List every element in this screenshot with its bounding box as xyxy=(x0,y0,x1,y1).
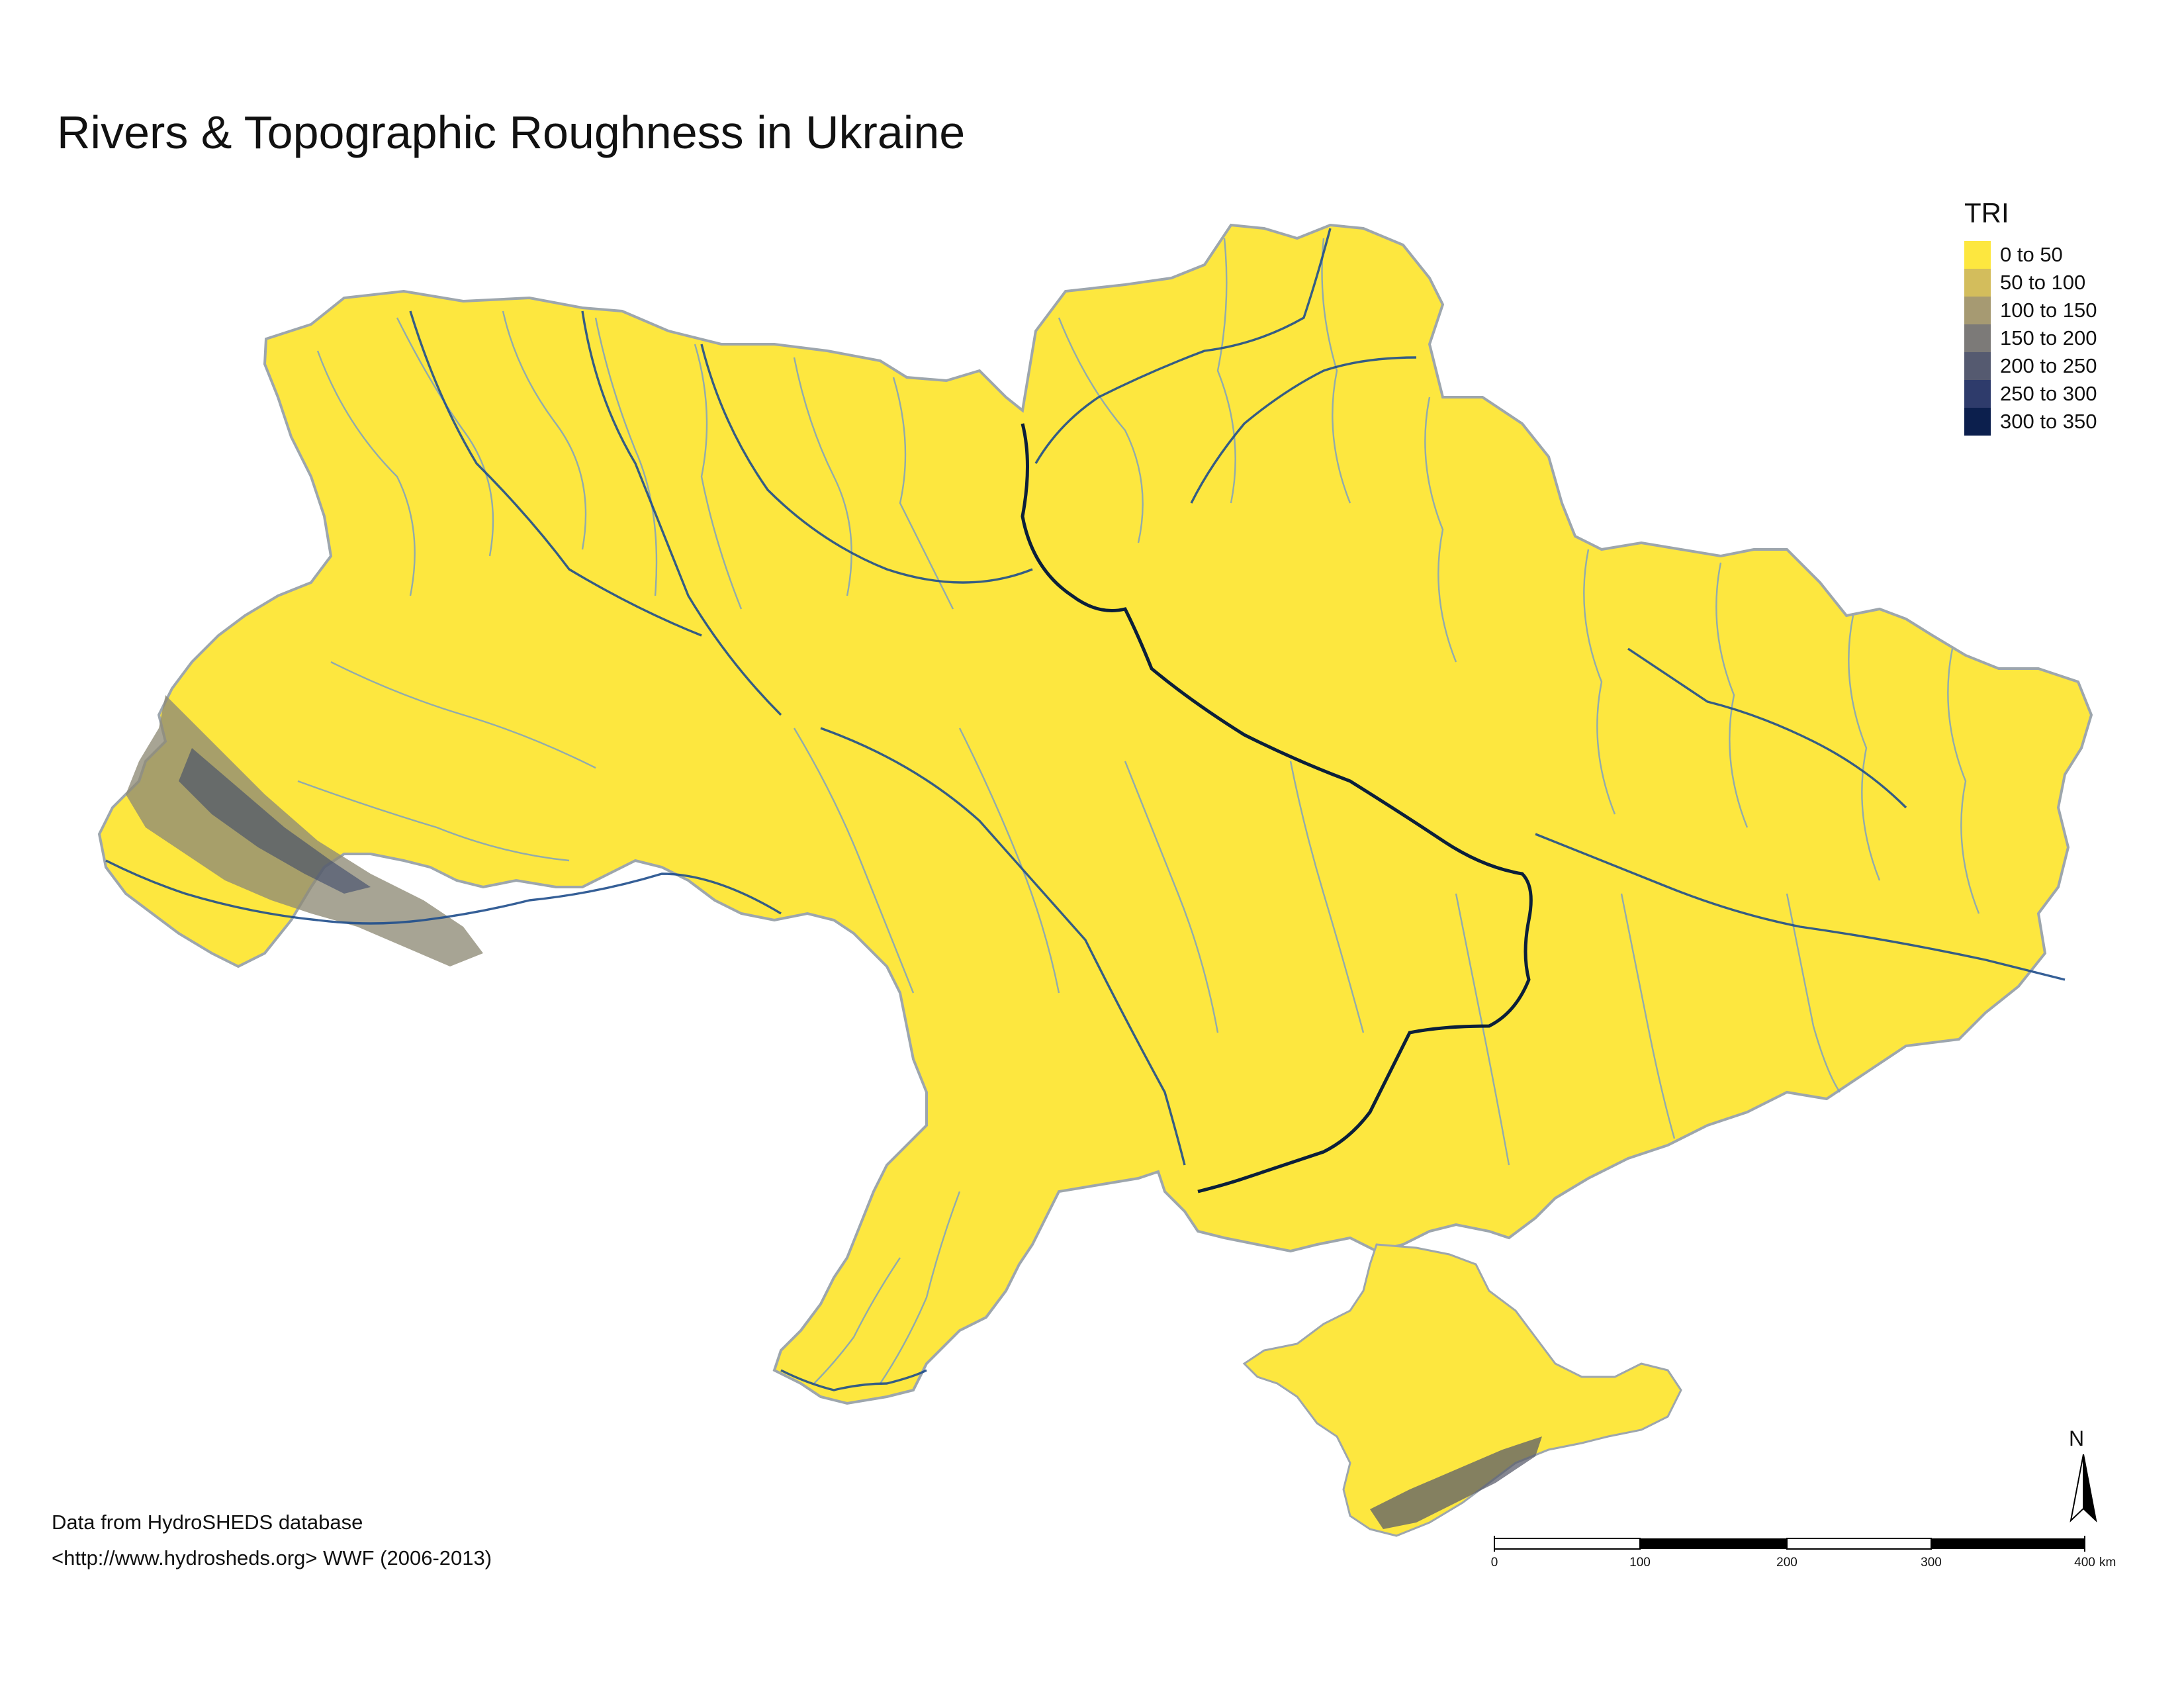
legend-swatch xyxy=(1964,380,1991,408)
scale-tick-label: 300 xyxy=(1921,1556,1942,1570)
credit-line-1: Data from HydroSHEDS database xyxy=(52,1511,363,1534)
scale-tick-label: 200 xyxy=(1776,1556,1797,1570)
crimean-mountains-roughness xyxy=(1370,1436,1542,1529)
scale-tick-label: 400 xyxy=(2074,1556,2095,1570)
legend-item: 0 to 50 xyxy=(1964,241,2097,269)
legend-label: 150 to 200 xyxy=(2000,326,2097,350)
north-label: N xyxy=(2069,1427,2085,1450)
scale-tick-label: 0 xyxy=(1490,1556,1498,1570)
legend-label: 200 to 250 xyxy=(2000,354,2097,377)
legend-item: 150 to 200 xyxy=(1964,324,2097,352)
legend-swatch xyxy=(1964,408,1991,436)
legend-item: 100 to 150 xyxy=(1964,297,2097,324)
legend-swatch xyxy=(1964,241,1991,269)
mainland-ukraine xyxy=(97,223,2093,1405)
carpathian-roughness-core xyxy=(179,748,371,894)
legend-swatch xyxy=(1964,297,1991,324)
major-rivers xyxy=(105,228,2066,1391)
scale-tick-label: 100 xyxy=(1629,1556,1651,1570)
legend-swatch xyxy=(1964,352,1991,380)
minor-rivers xyxy=(297,238,1980,1384)
legend-label: 0 to 50 xyxy=(2000,243,2063,266)
legend-label: 50 to 100 xyxy=(2000,271,2086,294)
legend-label: 250 to 300 xyxy=(2000,382,2097,405)
scale-unit-label: km xyxy=(2099,1556,2116,1570)
legend-item: 250 to 300 xyxy=(1964,380,2097,408)
legend-item: 50 to 100 xyxy=(1964,269,2097,297)
legend-items: 0 to 50 50 to 100 100 to 150 150 to 200 200 … xyxy=(1964,241,2097,436)
legend-swatch xyxy=(1964,269,1991,297)
credit-line-2: <http://www.hydrosheds.org> WWF (2006-20… xyxy=(52,1546,492,1570)
legend-swatch xyxy=(1964,324,1991,352)
legend-title: TRI xyxy=(1964,197,2009,228)
legend-label: 100 to 150 xyxy=(2000,299,2097,322)
tri-legend: TRI 0 to 50 50 to 100 100 to 150 150 to 200… xyxy=(1964,197,2097,436)
legend-item: 200 to 250 xyxy=(1964,352,2097,380)
map-title: Rivers & Topographic Roughness in Ukrain… xyxy=(57,107,966,158)
north-arrow-icon xyxy=(2070,1454,2097,1523)
legend-label: 300 to 350 xyxy=(2000,410,2097,433)
carpathian-roughness xyxy=(126,695,483,966)
dnipro-river xyxy=(1021,423,1533,1194)
legend-item: 300 to 350 xyxy=(1964,408,2097,436)
